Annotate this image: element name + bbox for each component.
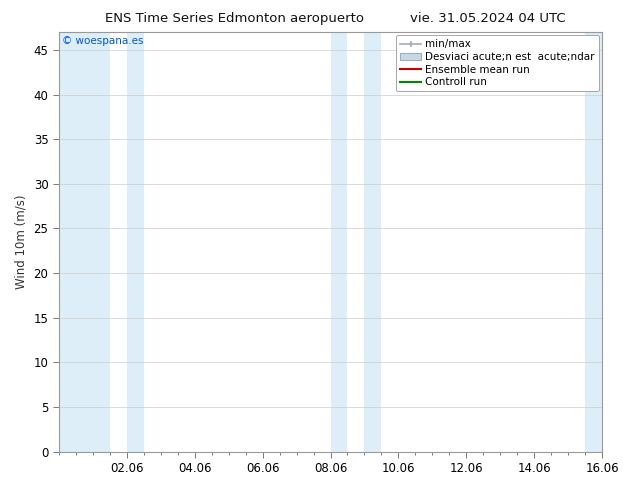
Text: © woespana.es: © woespana.es [61, 36, 143, 47]
Bar [365, 32, 382, 452]
Bar [59, 32, 110, 452]
Legend: min/max, Desviaci acute;n est  acute;ndar, Ensemble mean run, Controll run: min/max, Desviaci acute;n est acute;ndar… [396, 35, 599, 92]
Bar [127, 32, 144, 452]
Bar [347, 32, 365, 452]
Text: ENS Time Series Edmonton aeropuerto: ENS Time Series Edmonton aeropuerto [105, 12, 364, 25]
Bar [110, 32, 127, 452]
Text: vie. 31.05.2024 04 UTC: vie. 31.05.2024 04 UTC [410, 12, 566, 25]
Bar [330, 32, 347, 452]
Bar [585, 32, 602, 452]
Y-axis label: Wind 10m (m/s): Wind 10m (m/s) [15, 195, 28, 289]
